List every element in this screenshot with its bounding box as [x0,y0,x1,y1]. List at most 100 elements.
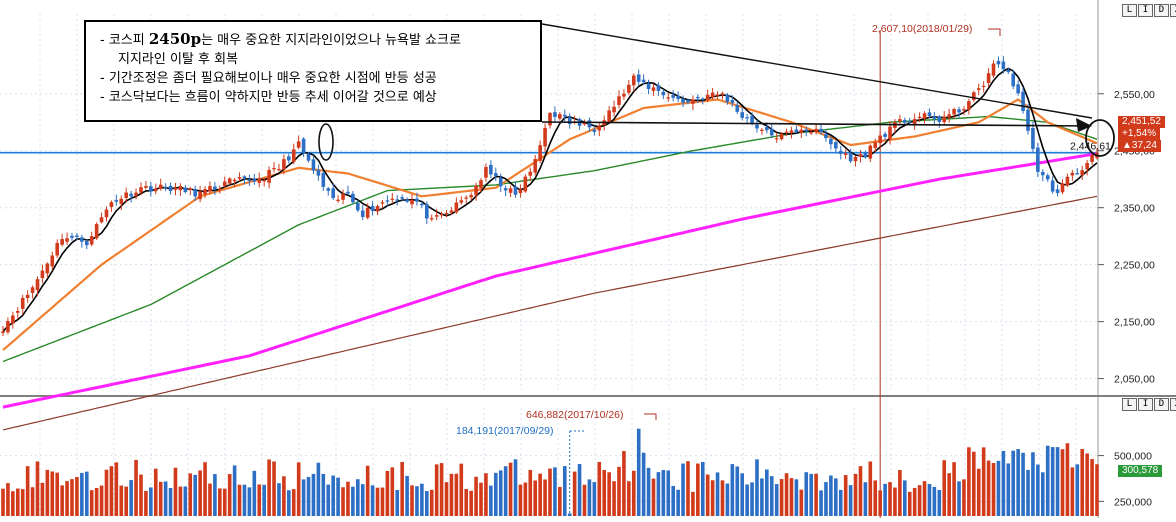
volume-bar [1050,447,1055,516]
trend-arrow-head [1076,118,1092,132]
candle-body [380,202,385,204]
candle-body [149,186,153,192]
candle-body [868,145,873,159]
current-price-badge: 2,451,52 [1118,116,1165,128]
volume-bar [779,479,784,516]
volume-bar [553,467,557,516]
volume-bar [134,459,138,516]
volume-bar [972,451,976,516]
panel-control-button[interactable]: X [1170,4,1176,17]
annotation-line-1: - 코스피 2450p는 매우 중요한 지지라인이었으나 뉴욕발 쇼크로 [100,30,461,48]
y-tick-label: 2,350,00 [1114,203,1155,215]
candle-body [513,186,518,195]
candle-body [567,117,572,125]
candle-body [646,83,651,89]
volume-bar [89,490,94,516]
candle-body [356,202,360,211]
volume-bar [543,479,547,516]
candle-body [617,96,621,105]
candle-body [213,186,217,190]
candle-body [972,92,976,100]
volume-bar [893,487,897,516]
candle-body [1090,155,1094,162]
volume-bar [671,485,675,516]
panel-control-button[interactable]: I [1138,4,1153,17]
candle-body [35,279,40,291]
candle-body [794,129,799,133]
candle-body [661,91,666,96]
volume-bar [784,473,789,516]
panel-control-button[interactable]: D [1154,4,1169,17]
volume-bar [814,473,818,516]
volume-bar [932,486,937,516]
candle-body [991,63,996,76]
volume-bar [454,473,459,516]
volume-bar [139,474,143,516]
candle-body [498,177,503,187]
volume-bar [124,486,128,516]
candle-body [1031,128,1035,149]
volume-bar [153,468,158,516]
volume-bar [291,489,296,516]
candle-body [198,191,202,200]
candle-body [400,197,404,199]
volume-bar [193,474,197,516]
panel-control-button[interactable]: L [1122,4,1137,17]
candle-body [829,138,833,145]
change-pct-badge: +1,54% [1118,128,1161,140]
candle-body [489,164,493,175]
volume-panel-controls: L I D X [1122,398,1176,411]
candle-body [1050,180,1055,192]
volume-bar [838,489,843,516]
candle-body [962,109,966,111]
volume-bar [765,469,769,516]
volume-bar [40,482,45,516]
volume-bar [227,474,232,516]
candle-body [705,94,710,100]
volume-bar [316,462,321,516]
annotation-line-4: - 코스닥보다는 흐름이 약하지만 반등 추세 이어갈 것으로 예상 [100,90,437,105]
volume-bar [676,489,680,516]
volume-bar [356,479,360,516]
candle-body [370,205,375,211]
volume-bar [868,461,873,516]
candle-body [666,97,671,99]
volume-bar [927,484,932,516]
candle-body [203,189,207,195]
volume-bar [794,479,799,516]
volume-bar [267,459,271,516]
candle-body [622,93,626,97]
candle-body [917,116,922,118]
candle-body [208,186,212,192]
volume-bar [947,473,951,516]
volume-bar [976,468,981,516]
volume-bar [587,479,592,516]
volume-bar [528,469,533,516]
panel-control-button[interactable]: L [1122,398,1137,411]
volume-bar [247,487,252,516]
volume-bar [178,486,183,516]
volume-bar [666,470,671,516]
candle-body [858,154,863,157]
volume-bar [1055,447,1060,516]
panel-control-button[interactable]: I [1138,398,1153,411]
volume-bar [804,472,809,516]
candle-body [296,141,301,148]
volume-bar [336,477,340,516]
candle-body [282,159,286,170]
candle-body [1055,189,1060,193]
candle-body [503,188,508,191]
panel-control-button[interactable]: D [1154,398,1169,411]
volume-bar [375,487,380,516]
volume-bar [755,459,759,516]
panel-control-button[interactable]: X [1170,398,1176,411]
candle-body [656,85,661,91]
volume-bar [834,478,838,516]
volume-bar [144,490,148,516]
volume-bar [15,488,20,516]
candle-body [1036,147,1040,172]
volume-bar [1080,449,1085,516]
candle-body [326,188,331,191]
volume-bar [774,484,779,516]
volume-tick-label: 250,000 [1114,496,1152,508]
